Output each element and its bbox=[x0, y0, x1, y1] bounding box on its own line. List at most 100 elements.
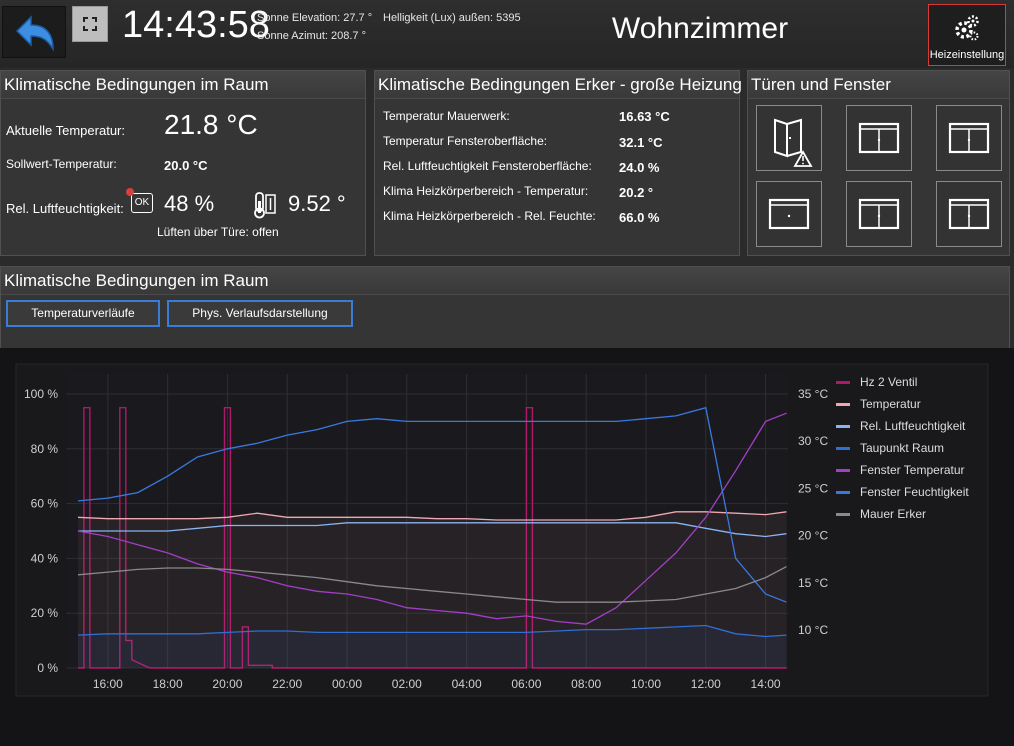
x-tick-label: 12:00 bbox=[691, 677, 721, 691]
legend-label: Rel. Luftfeuchtigkeit bbox=[860, 419, 966, 433]
x-tick-label: 08:00 bbox=[571, 677, 601, 691]
y-right-tick-label: 10 °C bbox=[798, 623, 828, 637]
doors-windows-panel: Türen und Fenster bbox=[747, 70, 1010, 256]
legend-item[interactable]: Fenster Feuchtigkeit bbox=[836, 485, 969, 499]
brightness-reading: Helligkeit (Lux) außen: 5395 bbox=[383, 12, 521, 24]
doors-windows-title: Türen und Fenster bbox=[748, 71, 1009, 99]
room-climate-panel: Klimatische Bedingungen im Raum Aktuelle… bbox=[0, 70, 366, 256]
door-tile-open-warning[interactable] bbox=[756, 105, 822, 171]
heating-settings-label: Heizeinstellung bbox=[929, 49, 1005, 61]
legend-swatch bbox=[836, 469, 850, 473]
setpoint-label: Sollwert-Temperatur: bbox=[6, 157, 117, 171]
window-tile[interactable] bbox=[936, 105, 1002, 171]
legend-item[interactable]: Fenster Temperatur bbox=[836, 463, 965, 477]
door-open-warning-icon bbox=[774, 118, 813, 167]
history-chart: 16:00 18:00 20:00 22:00 00:00 02:00 04:00 06:00… bbox=[0, 348, 1014, 746]
x-tick-label: 14:00 bbox=[751, 677, 781, 691]
page-title: Wohnzimmer bbox=[611, 12, 789, 45]
legend-swatch bbox=[836, 491, 850, 495]
legend-swatch bbox=[836, 381, 850, 385]
humidity-alert-dot bbox=[126, 188, 134, 196]
window-tile[interactable] bbox=[756, 181, 822, 247]
y-right-tick-label: 15 °C bbox=[798, 576, 828, 590]
bay-row-value: 24.0 % bbox=[619, 160, 660, 175]
current-temp-label: Aktuelle Temperatur: bbox=[6, 123, 125, 138]
legend-swatch bbox=[836, 425, 850, 429]
y-left-tick-label: 20 % bbox=[31, 606, 59, 620]
legend-swatch bbox=[836, 447, 850, 451]
x-tick-label: 06:00 bbox=[511, 677, 541, 691]
back-arrow-icon bbox=[15, 15, 54, 52]
bay-row-value: 66.0 % bbox=[619, 210, 660, 225]
ventilation-status: Lüften über Türe: offen bbox=[157, 225, 279, 239]
series-line-1 bbox=[77, 511, 787, 521]
x-tick-label: 20:00 bbox=[212, 677, 242, 691]
legend-label: Temperatur bbox=[860, 397, 921, 411]
setpoint-value: 20.0 °C bbox=[164, 158, 208, 173]
y-left-tick-label: 60 % bbox=[31, 497, 59, 511]
legend-swatch bbox=[836, 403, 850, 407]
window-closed-icon bbox=[858, 122, 900, 154]
legend-label: Taupunkt Raum bbox=[860, 441, 945, 455]
humidity-ok-icon: OK bbox=[131, 193, 153, 213]
x-tick-label: 04:00 bbox=[452, 677, 482, 691]
tab-physical-history[interactable]: Phys. Verlaufsdarstellung bbox=[167, 300, 353, 327]
y-right-tick-label: 20 °C bbox=[798, 529, 828, 543]
legend-item[interactable]: Rel. Luftfeuchtigkeit bbox=[836, 419, 965, 433]
sun-elevation: Sonne Elevation: 27.7 ° bbox=[257, 12, 373, 24]
room-climate-title: Klimatische Bedingungen im Raum bbox=[1, 71, 365, 99]
bay-row-label: Temperatur Fensteroberfläche: bbox=[383, 134, 548, 148]
bay-row-label: Temperatur Mauerwerk: bbox=[383, 109, 510, 123]
y-right-tick-label: 35 °C bbox=[798, 387, 828, 401]
x-tick-label: 10:00 bbox=[631, 677, 661, 691]
window-tile[interactable] bbox=[936, 181, 1002, 247]
legend-swatch bbox=[836, 513, 850, 517]
current-temp-value: 21.8 °C bbox=[164, 109, 258, 140]
legend-item[interactable]: Hz 2 Ventil bbox=[836, 375, 917, 389]
x-tick-label: 00:00 bbox=[332, 677, 362, 691]
y-left-tick-label: 0 % bbox=[37, 661, 58, 675]
fullscreen-icon bbox=[83, 17, 97, 31]
legend-item[interactable]: Temperatur bbox=[836, 397, 921, 411]
bay-row-label: Klima Heizkörperbereich - Temperatur: bbox=[383, 184, 589, 198]
tab-temperature-history[interactable]: Temperaturverläufe bbox=[6, 300, 160, 327]
series-line-3 bbox=[77, 624, 787, 638]
fullscreen-button[interactable] bbox=[72, 6, 108, 42]
window-closed-icon bbox=[948, 122, 990, 154]
heating-settings-button[interactable]: Heizeinstellung bbox=[928, 4, 1006, 66]
legend-item[interactable]: Mauer Erker bbox=[836, 507, 926, 521]
legend-label: Hz 2 Ventil bbox=[860, 375, 918, 389]
plot-background bbox=[66, 374, 788, 668]
bay-row-value: 32.1 °C bbox=[619, 135, 663, 150]
x-tick-label: 22:00 bbox=[272, 677, 302, 691]
y-left-tick-label: 100 % bbox=[24, 387, 58, 401]
legend-item[interactable]: Taupunkt Raum bbox=[836, 441, 944, 455]
y-right-tick-label: 25 °C bbox=[798, 481, 828, 495]
series-line-6 bbox=[77, 566, 787, 603]
legend-label: Fenster Temperatur bbox=[860, 463, 965, 477]
y-left-tick-label: 40 % bbox=[31, 551, 59, 565]
window-tile[interactable] bbox=[846, 105, 912, 171]
bay-climate-panel: Klimatische Bedingungen Erker - große He… bbox=[374, 70, 767, 256]
legend-label: Fenster Feuchtigkeit bbox=[860, 485, 969, 499]
window-tile[interactable] bbox=[846, 181, 912, 247]
series-area-taupunkt bbox=[78, 625, 787, 668]
y-left-tick-label: 80 % bbox=[31, 442, 59, 456]
humidity-ok-badge: OK bbox=[134, 197, 150, 208]
bay-row-label: Klima Heizkörperbereich - Rel. Feuchte: bbox=[383, 209, 596, 223]
humidity-value: 48 % bbox=[164, 191, 215, 216]
bay-climate-title: Klimatische Bedingungen Erker - große He… bbox=[375, 71, 767, 99]
legend-label: Mauer Erker bbox=[860, 507, 927, 521]
back-button[interactable] bbox=[2, 6, 66, 58]
window-closed-icon bbox=[858, 198, 900, 230]
series-line-4 bbox=[77, 412, 787, 625]
series-line-5 bbox=[77, 406, 787, 603]
sun-azimuth: Sonne Azimut: 208.7 ° bbox=[257, 30, 366, 42]
gears-icon bbox=[955, 15, 979, 41]
header-bar: 14:43:58 Sonne Elevation: 27.7 ° Sonne A… bbox=[0, 0, 1014, 68]
window-closed-icon bbox=[768, 198, 810, 230]
x-tick-label: 02:00 bbox=[392, 677, 422, 691]
dewpoint-value: 9.52 ° bbox=[288, 191, 346, 216]
x-tick-label: 18:00 bbox=[153, 677, 183, 691]
history-panel-title: Klimatische Bedingungen im Raum bbox=[1, 267, 1009, 295]
